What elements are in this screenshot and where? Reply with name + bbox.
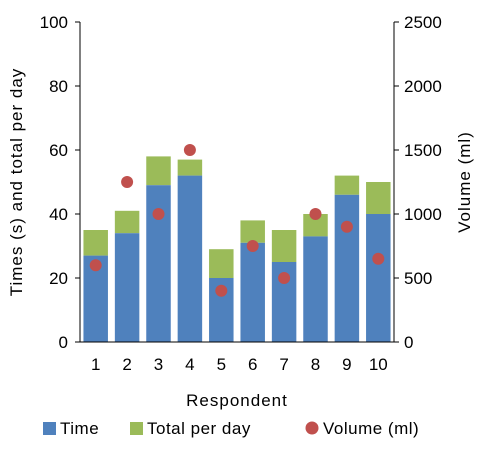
legend-swatch-time — [43, 422, 56, 435]
legend-label-time: Time — [60, 419, 99, 438]
x-tick-label: 5 — [217, 355, 226, 374]
bars-layer — [83, 156, 391, 342]
bar-total-per-day-1 — [83, 230, 108, 256]
bar-time-10 — [366, 214, 391, 342]
y2-tick-label: 1000 — [404, 205, 442, 224]
axes-layer — [79, 22, 395, 343]
point-volume-7 — [278, 272, 291, 284]
x-tick-label: 3 — [154, 355, 163, 374]
bar-time-2 — [114, 233, 140, 342]
bar-total-per-day-8 — [303, 214, 328, 237]
bar-total-per-day-5 — [209, 249, 234, 278]
x-tick-label: 9 — [342, 355, 351, 374]
point-volume-10 — [372, 252, 385, 265]
bar-time-9 — [334, 194, 360, 342]
y-tick-label: 80 — [49, 77, 68, 96]
bar-total-per-day-9 — [334, 175, 360, 195]
x-tick-label: 2 — [122, 355, 131, 374]
x-tick-label: 6 — [248, 355, 257, 374]
legend-swatch-total-per-day — [130, 422, 143, 435]
y2-tick-label: 2000 — [404, 77, 442, 96]
point-volume-9 — [340, 220, 353, 233]
legend: Time Total per day Volume (ml) — [43, 419, 419, 438]
bar-total-per-day-10 — [366, 182, 391, 214]
point-volume-5 — [215, 284, 228, 297]
y-tick-label: 60 — [49, 141, 68, 160]
y-axis-title: Times (s) and total per day — [7, 68, 26, 297]
bar-time-8 — [303, 236, 328, 342]
points-layer — [89, 144, 385, 297]
bar-total-per-day-4 — [177, 159, 203, 176]
bar-total-per-day-3 — [146, 156, 171, 186]
legend-swatch-volume — [305, 421, 319, 435]
bar-time-4 — [177, 175, 203, 342]
y2-tick-label: 500 — [404, 269, 432, 288]
y-tick-label: 100 — [40, 13, 68, 32]
y2-tick-label: 2500 — [404, 13, 442, 32]
point-volume-1 — [89, 259, 102, 272]
y2-axis-title: Volume (ml) — [455, 131, 474, 233]
point-volume-4 — [183, 144, 196, 156]
x-tick-label: 4 — [185, 355, 194, 374]
bar-total-per-day-6 — [240, 220, 265, 243]
y2-tick-label: 0 — [404, 333, 413, 352]
bar-total-per-day-7 — [271, 230, 297, 262]
point-volume-2 — [121, 176, 134, 188]
x-tick-label: 1 — [91, 355, 100, 374]
y-tick-label: 20 — [49, 269, 68, 288]
x-tick-label: 7 — [279, 355, 288, 374]
x-tick-label: 10 — [369, 355, 388, 374]
x-axis-title: Respondent — [186, 391, 288, 410]
point-volume-8 — [309, 208, 322, 220]
legend-label-volume: Volume (ml) — [323, 419, 419, 438]
x-tick-label: 8 — [311, 355, 320, 374]
bar-total-per-day-2 — [114, 210, 140, 234]
point-volume-3 — [152, 208, 165, 220]
point-volume-6 — [246, 240, 259, 252]
bar-time-6 — [240, 242, 265, 342]
y-tick-label: 40 — [49, 205, 68, 224]
y-tick-label: 0 — [59, 333, 68, 352]
y2-tick-label: 1500 — [404, 141, 442, 160]
legend-label-total-per-day: Total per day — [147, 419, 251, 438]
